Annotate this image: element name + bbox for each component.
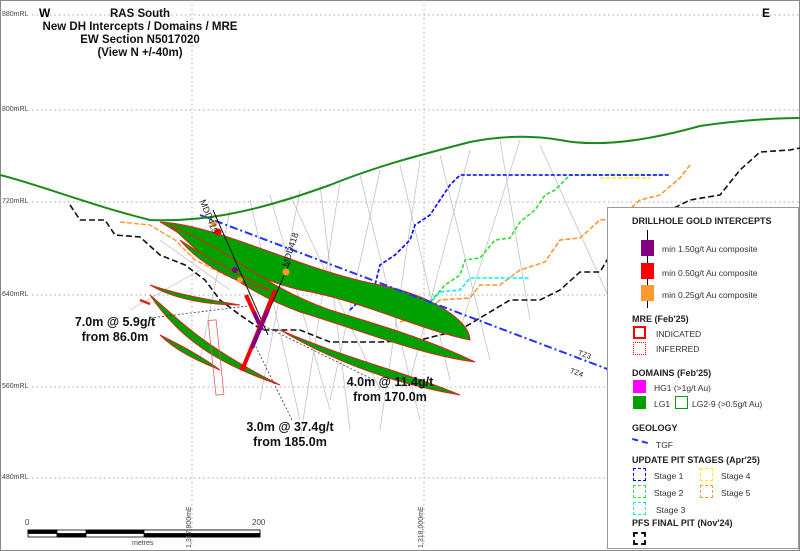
legend-label: INDICATED [656,329,702,339]
easting-label: 1,317,800mE [186,506,193,548]
stage4-swatch [700,468,713,481]
leader-lines [149,305,371,421]
rl-label: 640mRL [2,291,29,298]
stage5-swatch [700,485,713,498]
legend-label: TGF [656,440,673,450]
intercept-annotation: 3.0m @ 37.4g/t from 185.0m [230,420,350,450]
title-line: (View N +/-40m) [97,47,183,59]
scale-start: 0 [25,518,30,527]
legend-label: Stage 2 [654,488,684,498]
indicated-swatch [633,326,646,339]
pfs-pit-swatch [633,532,646,545]
lg2-9-swatch [675,396,688,409]
legend-pfs-title: PFS FINAL PIT (Nov'24) [632,518,733,528]
stage3-swatch [633,502,646,515]
stage1-swatch [633,468,646,481]
rl-label: 560mRL [2,383,29,390]
legend-label: Stage 4 [721,471,751,481]
title-line: New DH Intercepts / Domains / MRE [42,21,238,33]
legend-intercepts-title: DRILLHOLE GOLD INTERCEPTS [632,216,772,226]
rl-label: 880mRL [2,11,29,18]
intercept-grade: 7.0m @ 5.9g/t [74,315,156,329]
drillhole-mdd418 [240,261,291,371]
title-line: EW Section N5017020 [80,34,200,46]
red-swatch [641,263,654,279]
legend-label: Stage 3 [656,505,686,515]
legend-label: min 1.50g/t Au composite [662,244,758,254]
intercept-grade: 4.0m @ 11.4g/t [346,375,434,389]
east-label: E [762,6,771,20]
legend-label: Stage 1 [654,471,684,481]
pit-stage-5 [399,164,691,323]
legend: DRILLHOLE GOLD INTERCEPTS min 1.50g/t Au… [607,207,799,549]
intercept-depth: from 185.0m [253,435,327,449]
legend-label: LG1 [654,399,671,409]
legend-domains-title: DOMAINS (Feb'25) [632,368,712,378]
inferred-swatch [633,342,646,355]
pit-stage-3 [427,277,530,306]
easting-label: 1,318,000mE [418,506,425,548]
rl-label: 480mRL [2,474,29,481]
intercept-annotation: 4.0m @ 11.4g/t from 170.0m [330,375,450,405]
stage2-swatch [633,485,646,498]
hg1-swatch [633,380,646,393]
orange-swatch [641,285,654,301]
topography [0,117,800,222]
scale-unit: metres [132,540,154,547]
legend-mre-title: MRE (Feb'25) [632,314,689,324]
lg1-swatch [633,396,646,409]
purple-swatch [641,240,654,256]
intercept-depth: from 170.0m [353,390,427,404]
mre-inferred-block [207,319,225,396]
west-label: W [39,6,51,20]
legend-label: LG2-9 (>0.5g/t Au) [692,399,763,409]
scale-bar [27,529,261,538]
legend-label: INFERRED [656,344,700,354]
intercept-annotation: 7.0m @ 5.9g/t from 86.0m [60,315,170,345]
tgf-line-swatch [632,437,648,445]
legend-label: min 0.25g/t Au composite [662,290,758,300]
legend-geology-title: GEOLOGY [632,423,678,433]
intercept-grade: 3.0m @ 37.4g/t [246,420,334,434]
section-title: RAS South New DH Intercepts / Domains / … [40,8,240,60]
legend-label: min 0.50g/t Au composite [662,268,758,278]
intercept-depth: from 86.0m [81,330,149,344]
rl-label: 800mRL [2,106,29,113]
legend-label: Stage 5 [721,488,751,498]
tgf-fault [199,214,611,371]
legend-pit-title: UPDATE PIT STAGES (Apr'25) [632,455,760,465]
rl-label: 720mRL [2,198,29,205]
scale-end: 200 [252,518,266,527]
pit-stage-2 [429,174,665,303]
legend-label: HG1 (>1g/t Au) [654,383,711,393]
title-line: RAS South [109,8,171,20]
domains [139,221,476,396]
